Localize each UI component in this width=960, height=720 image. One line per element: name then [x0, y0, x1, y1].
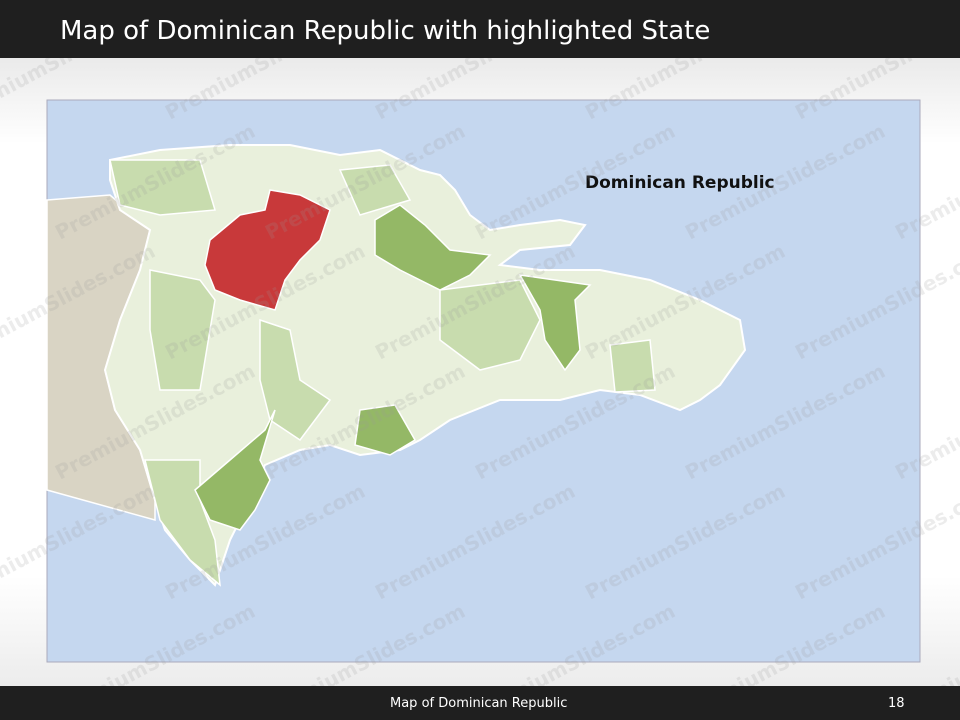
provinces	[109, 159, 656, 587]
province	[354, 404, 417, 456]
footer-bar: Map of Dominican Republic 18	[0, 686, 960, 720]
province	[609, 339, 656, 393]
province	[144, 459, 221, 587]
map-label: Dominican Republic	[585, 173, 775, 193]
footer-caption: Map of Dominican Republic	[390, 696, 568, 711]
province	[518, 274, 592, 372]
province	[374, 204, 492, 291]
province	[259, 318, 332, 442]
province	[149, 269, 216, 391]
province	[338, 164, 412, 216]
province	[194, 409, 276, 531]
page-number: 18	[888, 696, 905, 711]
provinces-dark	[194, 204, 592, 531]
slide-title: Map of Dominican Republic with highlight…	[60, 16, 711, 46]
province	[109, 159, 216, 216]
title-bar: Map of Dominican Republic with highlight…	[0, 0, 960, 58]
highlighted-province	[204, 189, 331, 311]
province	[439, 279, 541, 371]
